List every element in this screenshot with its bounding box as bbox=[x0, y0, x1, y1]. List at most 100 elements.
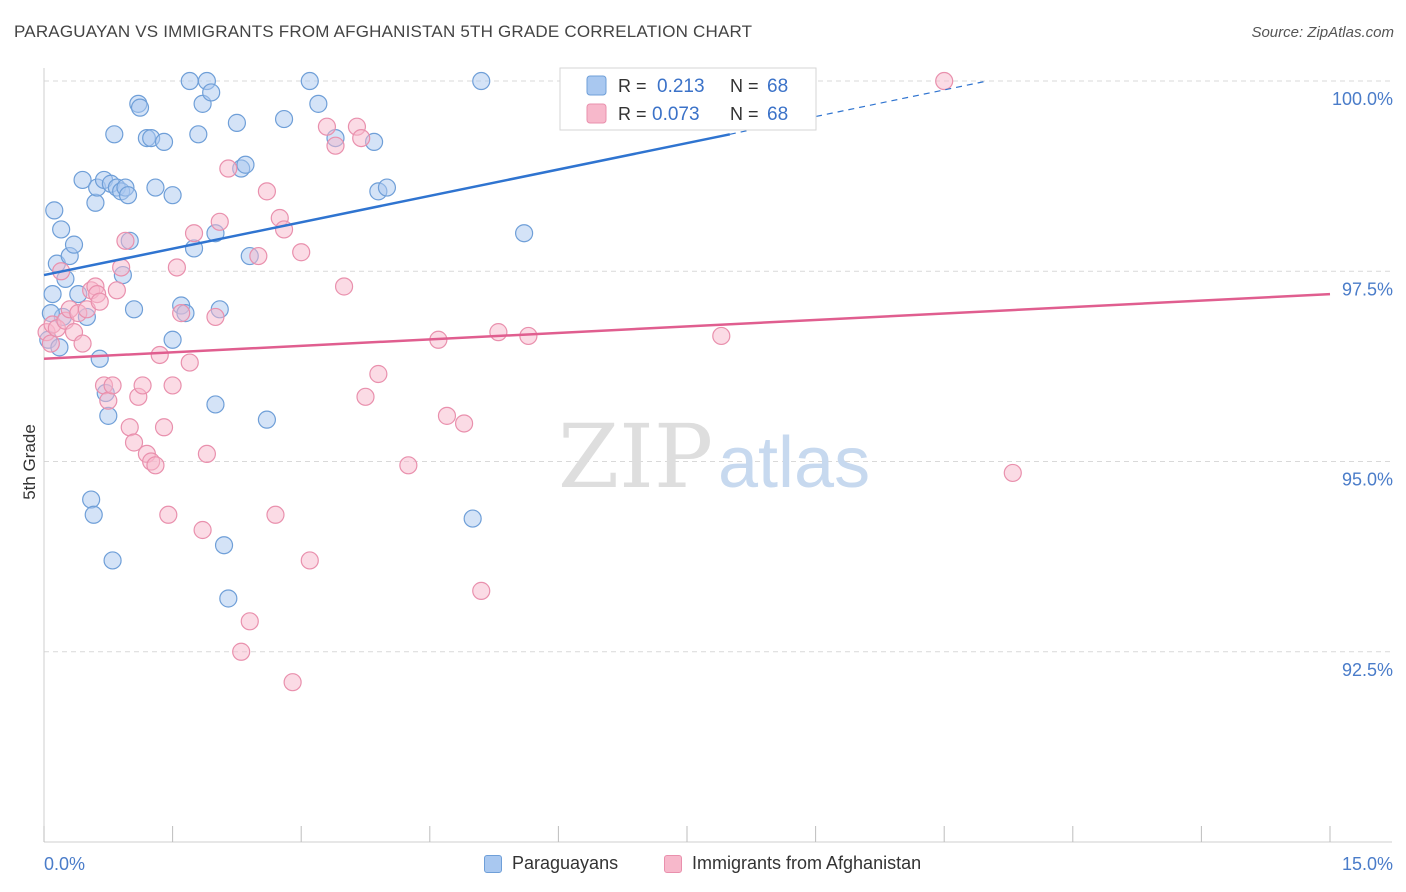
data-point-afghanistan bbox=[150, 345, 169, 365]
data-point-afghanistan bbox=[266, 505, 285, 524]
data-point-afghanistan bbox=[184, 224, 204, 243]
data-point-afghanistan bbox=[300, 551, 319, 570]
data-point-paraguayans bbox=[84, 505, 103, 524]
data-point-afghanistan bbox=[159, 505, 178, 524]
legend-item-paraguayans: Paraguayans bbox=[484, 853, 618, 874]
data-point-paraguayans bbox=[257, 410, 277, 429]
legend-swatch-afghanistan bbox=[664, 854, 682, 873]
stats-n-value-blue: 68 bbox=[767, 76, 788, 97]
data-point-paraguayans bbox=[227, 113, 246, 132]
stats-legend: R = 0.213 N = 68 R = 0.073 N = 68 bbox=[559, 67, 817, 131]
data-point-paraguayans bbox=[189, 125, 208, 144]
data-point-afghanistan bbox=[489, 323, 508, 342]
data-point-afghanistan bbox=[116, 231, 135, 250]
stats-r-value-pink: 0.073 bbox=[652, 104, 700, 125]
data-point-afghanistan bbox=[107, 281, 126, 300]
data-point-paraguayans bbox=[99, 406, 118, 425]
data-point-paraguayans bbox=[274, 109, 294, 129]
data-point-afghanistan bbox=[103, 376, 122, 395]
data-point-paraguayans bbox=[236, 155, 255, 174]
legend-swatch-paraguayans bbox=[484, 854, 502, 873]
data-point-afghanistan bbox=[90, 292, 109, 311]
data-point-afghanistan bbox=[163, 376, 182, 395]
data-point-paraguayans bbox=[103, 551, 122, 570]
data-point-afghanistan bbox=[292, 243, 311, 262]
data-point-afghanistan bbox=[124, 433, 144, 452]
data-point-paraguayans bbox=[90, 349, 109, 368]
data-point-paraguayans bbox=[309, 94, 328, 113]
data-point-paraguayans bbox=[118, 186, 138, 205]
data-point-afghanistan bbox=[257, 182, 277, 201]
data-point-afghanistan bbox=[232, 642, 251, 661]
data-point-paraguayans bbox=[202, 83, 221, 102]
axes bbox=[43, 68, 1392, 843]
y-axis-label: 5th Grade bbox=[20, 424, 39, 500]
data-point-afghanistan bbox=[240, 612, 259, 631]
trend-lines bbox=[43, 80, 1331, 361]
data-point-afghanistan bbox=[73, 334, 92, 353]
data-point-afghanistan bbox=[219, 159, 238, 178]
data-point-paraguayans bbox=[105, 125, 124, 144]
data-point-afghanistan bbox=[249, 246, 268, 266]
data-point-paraguayans bbox=[45, 201, 64, 220]
data-point-afghanistan bbox=[146, 456, 165, 475]
data-point-afghanistan bbox=[210, 212, 229, 231]
data-point-paraguayans bbox=[163, 186, 182, 205]
data-point-paraguayans bbox=[82, 490, 101, 509]
data-point-paraguayans bbox=[515, 224, 534, 243]
data-point-afghanistan bbox=[712, 326, 731, 346]
data-point-afghanistan bbox=[283, 673, 302, 692]
data-point-paraguayans bbox=[463, 509, 482, 528]
stats-r-label-blue: R = bbox=[618, 76, 647, 96]
data-point-paraguayans bbox=[163, 330, 182, 349]
stats-legend-swatch-pink bbox=[586, 103, 607, 124]
data-point-paraguayans bbox=[73, 170, 92, 190]
data-point-afghanistan bbox=[172, 304, 191, 323]
data-point-afghanistan bbox=[317, 117, 337, 136]
stats-n-label-pink: N = bbox=[730, 104, 759, 124]
data-point-afghanistan bbox=[1003, 463, 1022, 483]
legend-label-paraguayans: Paraguayans bbox=[512, 853, 619, 873]
watermark-atlas: atlas bbox=[718, 423, 870, 503]
series-afghanistan-points bbox=[37, 71, 1022, 692]
data-point-paraguayans bbox=[146, 178, 165, 197]
data-point-paraguayans bbox=[43, 284, 62, 304]
data-point-afghanistan bbox=[334, 277, 354, 296]
data-point-afghanistan bbox=[180, 353, 199, 372]
data-point-afghanistan bbox=[154, 418, 174, 437]
data-point-afghanistan bbox=[454, 414, 474, 433]
data-point-paraguayans bbox=[472, 71, 491, 91]
data-point-paraguayans bbox=[154, 132, 174, 152]
tick-labels: 92.5% 95.0% 97.5% 100.0% 0.0% 15.0% bbox=[44, 89, 1393, 874]
data-point-afghanistan bbox=[935, 71, 954, 91]
data-point-paraguayans bbox=[214, 536, 234, 555]
data-point-afghanistan bbox=[356, 387, 375, 406]
x-tick-label-min: 0.0% bbox=[44, 854, 85, 874]
y-tick-label: 100.0% bbox=[1332, 89, 1393, 109]
stats-legend-swatch-blue bbox=[586, 75, 607, 96]
data-point-afghanistan bbox=[206, 307, 225, 327]
stats-n-label-blue: N = bbox=[730, 76, 759, 96]
data-point-afghanistan bbox=[133, 376, 152, 395]
data-point-afghanistan bbox=[120, 418, 139, 437]
data-point-paraguayans bbox=[206, 395, 225, 414]
data-point-afghanistan bbox=[399, 456, 418, 475]
data-point-afghanistan bbox=[193, 520, 212, 540]
data-point-paraguayans bbox=[124, 300, 144, 319]
data-point-afghanistan bbox=[369, 364, 388, 384]
legend-label-afghanistan: Immigrants from Afghanistan bbox=[692, 853, 922, 873]
y-tick-label: 97.5% bbox=[1342, 279, 1393, 299]
watermark: ZIP atlas bbox=[558, 405, 870, 508]
y-tick-label: 92.5% bbox=[1342, 660, 1393, 680]
trend-line-afghanistan bbox=[43, 292, 1331, 361]
data-point-paraguayans bbox=[300, 71, 319, 91]
data-point-afghanistan bbox=[99, 391, 118, 410]
data-point-paraguayans bbox=[377, 178, 397, 197]
chart-title: PARAGUAYAN VS IMMIGRANTS FROM AFGHANISTA… bbox=[14, 22, 753, 41]
stats-r-label-pink: R = bbox=[618, 104, 647, 124]
data-point-afghanistan bbox=[197, 444, 216, 464]
data-point-paraguayans bbox=[64, 235, 84, 254]
trend-line-paraguayans bbox=[43, 133, 731, 277]
y-tick-label: 95.0% bbox=[1342, 470, 1393, 490]
